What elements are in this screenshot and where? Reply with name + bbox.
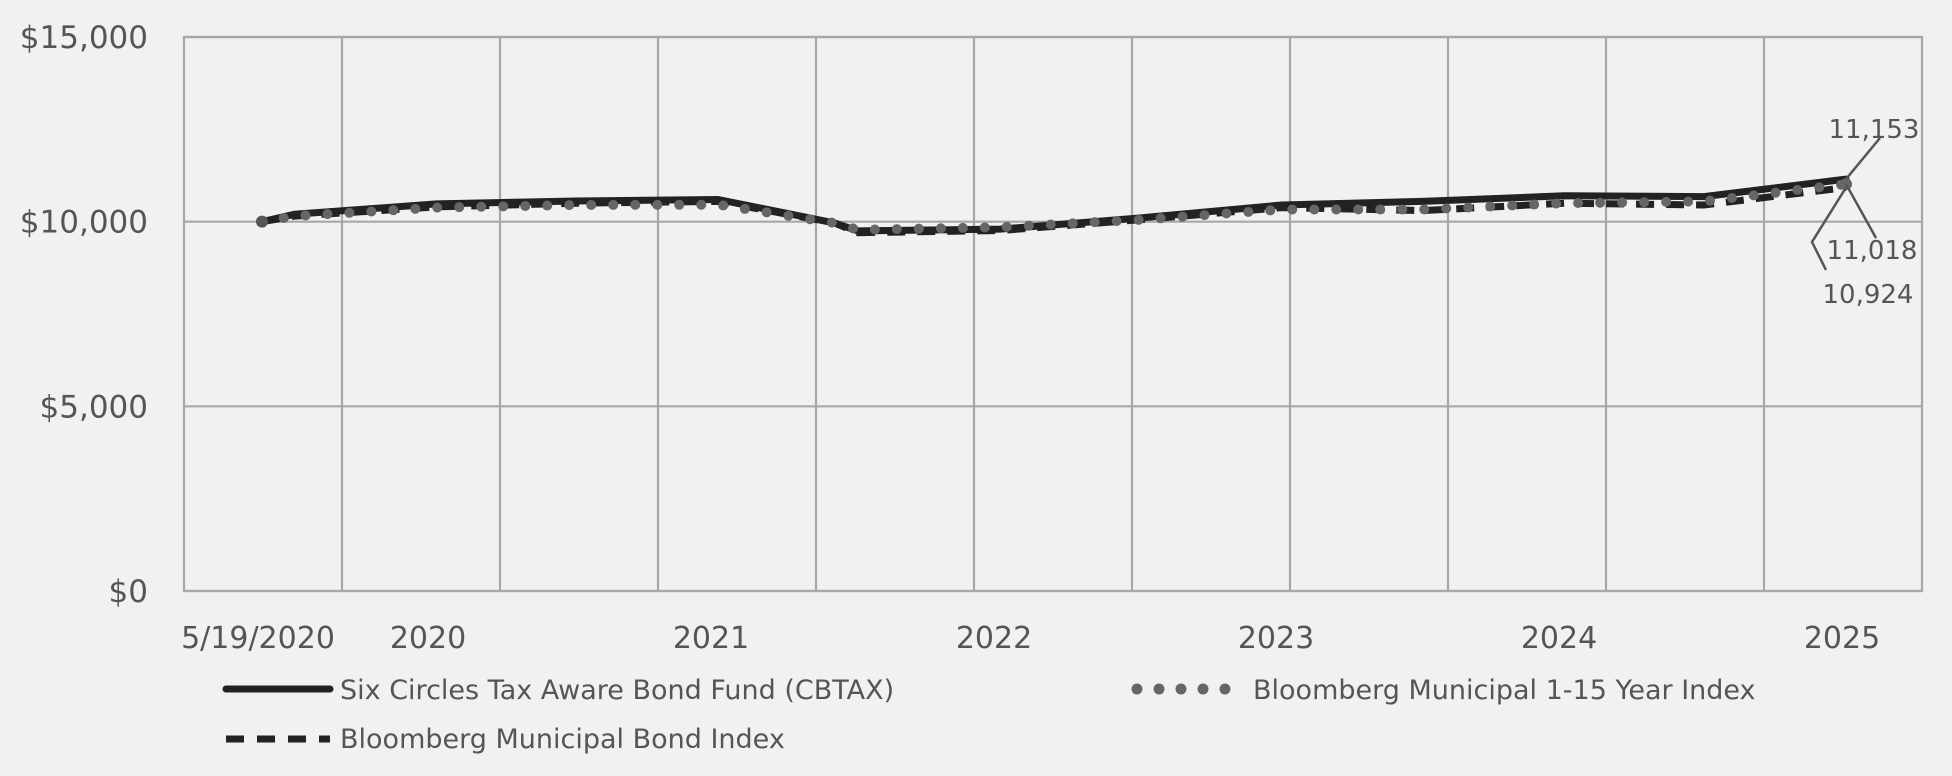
x-tick-label: 2023: [1238, 621, 1314, 656]
series-line-municipal-1-15-year-index: [257, 179, 1851, 235]
legend-label-fund: Six Circles Tax Aware Bond Fund (CBTAX): [340, 675, 894, 706]
callout-leader-municipal-bond-index: [1810, 186, 1848, 271]
y-tick-label: $15,000: [20, 20, 148, 56]
plot-background: [184, 37, 1922, 591]
end-label-municipal-1-15-year-index: 11,018: [1827, 236, 1918, 266]
y-tick-label: $5,000: [40, 389, 148, 425]
legend-item-municipal-bond-index: Bloomberg Municipal Bond Index: [226, 724, 785, 755]
legend-dotted-line-swatch: [1131, 683, 1231, 695]
end-value-callouts: 11,153 11,018 10,924: [1810, 115, 1920, 310]
legend-label-municipal-bond-index: Bloomberg Municipal Bond Index: [340, 724, 785, 755]
x-axis-tick-labels: 5/19/2020 2020 2021 2022 2023 2024 2025: [181, 621, 1880, 656]
y-tick-label: $0: [109, 574, 148, 610]
callout-leader-municipal-1-15-year-index: [1844, 183, 1878, 239]
legend-item-municipal-1-15-year-index: Bloomberg Municipal 1-15 Year Index: [1131, 675, 1756, 706]
legend-label-municipal-1-15-year-index: Bloomberg Municipal 1-15 Year Index: [1253, 675, 1756, 706]
y-tick-label: $10,000: [20, 205, 148, 241]
y-axis-tick-labels: $0 $5,000 $10,000 $15,000: [20, 20, 148, 610]
callout-leader-fund: [1845, 137, 1881, 180]
x-tick-label: 5/19/2020: [181, 621, 335, 656]
legend: Six Circles Tax Aware Bond Fund (CBTAX) …: [222, 675, 1756, 755]
x-tick-label: 2021: [673, 621, 749, 656]
end-label-fund: 11,153: [1829, 115, 1920, 145]
end-label-municipal-bond-index: 10,924: [1823, 280, 1914, 310]
series-line-municipal-bond-index: [261, 184, 1847, 237]
legend-item-fund: Six Circles Tax Aware Bond Fund (CBTAX): [222, 675, 894, 706]
x-tick-label: 2025: [1804, 621, 1880, 656]
x-tick-label: 2022: [956, 621, 1032, 656]
start-point-marker: [256, 215, 268, 228]
x-tick-label: 2020: [390, 621, 466, 656]
x-tick-label: 2024: [1521, 621, 1597, 656]
